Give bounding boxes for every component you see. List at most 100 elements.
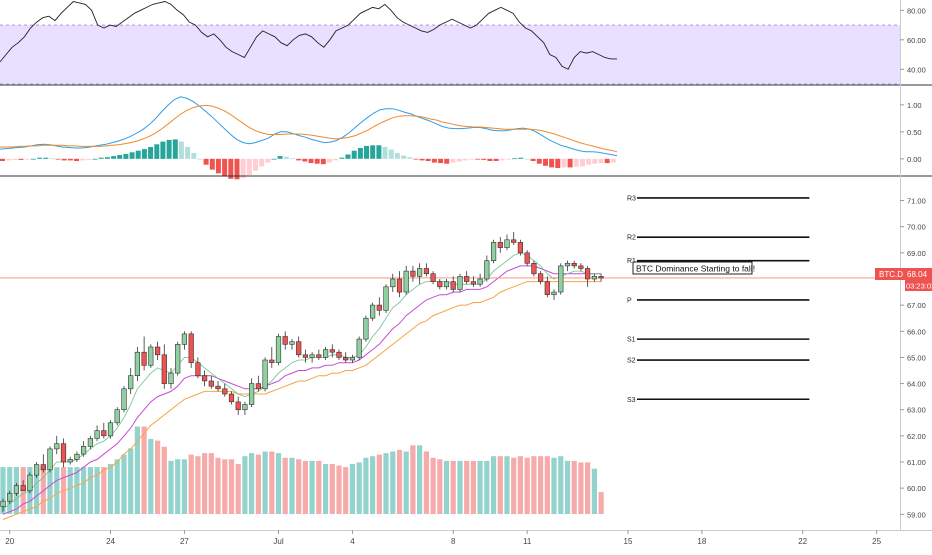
volume-bar bbox=[249, 453, 255, 514]
candle-up bbox=[7, 493, 13, 502]
time-tick-label: 8 bbox=[451, 537, 456, 546]
candle-down bbox=[423, 268, 430, 274]
candle-down bbox=[470, 281, 477, 285]
macd-histogram-bar bbox=[487, 158, 493, 161]
macd-histogram-bar bbox=[240, 158, 246, 179]
macd-histogram-bar bbox=[117, 155, 123, 159]
time-tick-label: 25 bbox=[872, 537, 881, 546]
volume-bar bbox=[255, 454, 261, 514]
symbol-price-badge: BTC.D 68.04 03:23:02 bbox=[875, 268, 932, 291]
volume-bar bbox=[101, 467, 107, 514]
macd-histogram-bar bbox=[259, 158, 265, 167]
volume-bar bbox=[591, 468, 597, 514]
macd-histogram-bar bbox=[129, 152, 135, 159]
macd-histogram-bar bbox=[37, 157, 42, 159]
macd-histogram-bar bbox=[172, 139, 178, 159]
price-tick-label: 60.00 bbox=[907, 484, 926, 493]
volume-bar bbox=[538, 456, 544, 514]
volume-bar bbox=[222, 459, 228, 514]
volume-bar bbox=[470, 460, 476, 514]
candle-down bbox=[524, 252, 530, 264]
macd-histogram-bar bbox=[530, 158, 536, 161]
volume-bar bbox=[215, 457, 221, 515]
macd-histogram-bar bbox=[357, 148, 363, 159]
volume-bar bbox=[107, 464, 114, 514]
volume-bar bbox=[134, 426, 140, 514]
candle-down bbox=[537, 273, 544, 282]
candle-up bbox=[363, 317, 369, 340]
macd-histogram-bar bbox=[203, 158, 209, 165]
candle-up bbox=[249, 383, 255, 405]
volume-bar bbox=[242, 456, 248, 514]
candle-up bbox=[87, 438, 93, 447]
candle-up bbox=[168, 372, 174, 384]
volume-bar bbox=[457, 460, 463, 514]
macd-histogram-bar bbox=[327, 158, 332, 163]
candle-down bbox=[376, 304, 382, 311]
volume-bar bbox=[202, 453, 208, 514]
candle-up bbox=[369, 304, 376, 319]
candle-down bbox=[195, 362, 201, 377]
candle-down bbox=[155, 346, 161, 356]
macd-histogram-bar bbox=[413, 158, 419, 160]
volume-bar bbox=[188, 454, 194, 514]
volume-bar bbox=[598, 492, 604, 514]
volume-bar bbox=[289, 457, 295, 515]
time-axis[interactable]: 202427Jul48111518222529Aug bbox=[5, 530, 932, 546]
candle-up bbox=[81, 445, 87, 455]
macd-histogram-bar bbox=[604, 158, 610, 164]
rsi-tick-label: 60.00 bbox=[907, 36, 926, 45]
candle-down bbox=[450, 281, 456, 290]
macd-histogram-bar bbox=[462, 158, 468, 161]
volume-bar bbox=[558, 456, 564, 514]
pivot-label: S3 bbox=[627, 397, 636, 404]
macd-histogram-bar bbox=[154, 144, 160, 159]
price-tick-label: 59.00 bbox=[907, 510, 926, 519]
volume-bar bbox=[403, 451, 409, 514]
candle-up bbox=[94, 430, 100, 439]
volume-bar bbox=[410, 445, 416, 515]
candle-up bbox=[416, 268, 423, 277]
volume-bar bbox=[437, 459, 443, 514]
candle-down bbox=[497, 242, 503, 248]
macd-histogram-bar bbox=[555, 158, 561, 168]
candle-up bbox=[477, 278, 483, 285]
macd-histogram-bar bbox=[234, 158, 240, 180]
volume-bar bbox=[235, 464, 241, 514]
macd-panel bbox=[0, 96, 618, 180]
price-axis[interactable]: 80.00 60.00 40.00 1.00 0.50 0.00 71.00 70.00 69.… bbox=[0, 0, 932, 531]
macd-histogram-bar bbox=[407, 157, 413, 159]
candle-up bbox=[107, 422, 114, 437]
macd-histogram-bar bbox=[481, 158, 487, 160]
pivot-label: S2 bbox=[627, 358, 636, 365]
volume-bar bbox=[302, 460, 308, 514]
candle-up bbox=[289, 341, 295, 345]
volume-bar bbox=[128, 448, 134, 514]
candle-up bbox=[74, 453, 80, 460]
candle-up bbox=[13, 485, 20, 494]
annotation-callout[interactable]: BTC Dominance Starting to fall! bbox=[632, 261, 755, 275]
macd-histogram-bar bbox=[475, 158, 481, 160]
candle-down bbox=[598, 276, 604, 279]
volume-bar bbox=[175, 459, 181, 514]
volume-bar bbox=[47, 467, 53, 514]
macd-histogram-bar bbox=[314, 158, 320, 164]
volume-bar bbox=[491, 456, 497, 514]
candle-up bbox=[309, 354, 315, 358]
volume-bar bbox=[443, 460, 450, 514]
price-tick-label: 66.00 bbox=[907, 327, 926, 336]
volume-bar bbox=[477, 460, 483, 514]
pivot-label: R3 bbox=[627, 195, 636, 202]
macd-histogram-bar bbox=[320, 158, 326, 165]
macd-histogram-bar bbox=[265, 158, 271, 163]
candle-down bbox=[296, 341, 302, 356]
macd-histogram-bar bbox=[123, 154, 129, 159]
macd-histogram-bar bbox=[382, 147, 388, 159]
volume-bar bbox=[168, 460, 174, 514]
macd-histogram-bar bbox=[456, 158, 462, 162]
price-tick-label: 64.00 bbox=[907, 380, 926, 389]
volume-bar bbox=[262, 451, 268, 514]
macd-histogram-bar bbox=[98, 157, 104, 159]
